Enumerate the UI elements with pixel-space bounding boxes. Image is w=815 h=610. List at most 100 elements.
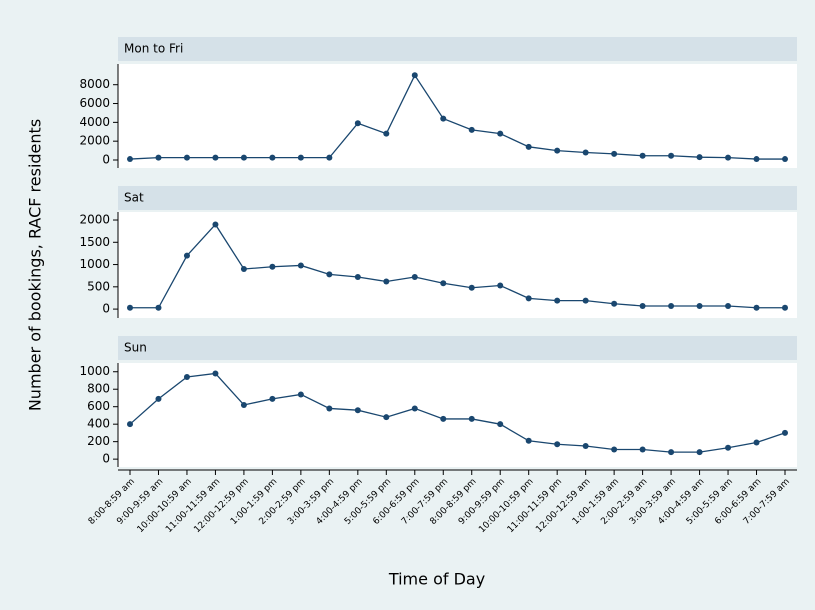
data-point [468, 284, 475, 291]
data-point [127, 421, 133, 428]
series-line [129, 73, 785, 160]
data-point [611, 446, 618, 453]
data-point [753, 304, 760, 311]
data-point [297, 154, 304, 161]
data-point [212, 154, 219, 161]
data-point [554, 297, 561, 304]
data-point [354, 120, 361, 127]
data-point [326, 405, 333, 412]
data-point [582, 443, 589, 450]
data-point [383, 130, 390, 137]
data-point [297, 391, 304, 398]
data-point [753, 439, 760, 446]
data-point [554, 441, 561, 448]
data-point [668, 152, 675, 159]
data-point [497, 282, 504, 289]
y-tick-label: 1000 [79, 257, 110, 271]
y-tick-label: 200 [87, 434, 110, 448]
panel-title: Mon to Fri [124, 42, 183, 56]
data-point [240, 401, 247, 408]
plot-area [118, 363, 797, 467]
panel-header [118, 37, 797, 61]
data-point [468, 415, 475, 422]
y-tick-label: 0 [102, 302, 110, 316]
y-tick-label: 600 [87, 399, 110, 413]
y-tick-label: 2000 [79, 134, 110, 148]
data-point [468, 126, 475, 133]
y-axis-title: Number of bookings, RACF residents [26, 119, 45, 411]
data-point [525, 437, 532, 444]
data-point [269, 395, 276, 402]
data-point [639, 152, 646, 159]
y-tick-label: 1500 [79, 235, 110, 249]
data-point [782, 156, 788, 163]
data-point [782, 429, 788, 436]
data-point [440, 280, 447, 287]
data-point [725, 302, 732, 309]
x-axis-title: Time of Day [388, 570, 485, 589]
y-tick-label: 400 [87, 417, 110, 431]
data-point [582, 149, 589, 156]
data-point [127, 304, 133, 311]
data-point [212, 221, 219, 228]
y-tick-label: 0 [102, 153, 110, 167]
data-point [183, 154, 190, 161]
data-point [269, 154, 276, 161]
data-point [696, 449, 703, 456]
panel-header [118, 336, 797, 360]
data-point [326, 154, 333, 161]
data-point [440, 415, 447, 422]
data-point [155, 154, 162, 161]
y-tick-label: 800 [87, 382, 110, 396]
panel-title: Sun [124, 341, 147, 355]
y-tick-label: 500 [87, 279, 110, 293]
data-point [183, 373, 190, 380]
data-point [354, 407, 361, 414]
data-point [639, 446, 646, 453]
data-point [497, 421, 504, 428]
y-tick-label: 8000 [79, 77, 110, 91]
data-point [582, 297, 589, 304]
data-point [240, 266, 247, 273]
data-point [127, 156, 133, 163]
y-tick-label: 2000 [79, 213, 110, 227]
data-point [155, 395, 162, 402]
y-tick-label: 1000 [79, 364, 110, 378]
data-point [440, 115, 447, 122]
data-point [411, 72, 418, 79]
data-point [269, 263, 276, 270]
plot-area [118, 64, 797, 168]
plot-area [118, 212, 797, 318]
data-point [411, 405, 418, 412]
y-tick-label: 0 [102, 452, 110, 466]
data-point [753, 156, 760, 163]
panel-title: Sat [124, 191, 144, 205]
data-point [668, 449, 675, 456]
data-point [696, 154, 703, 161]
data-point [497, 130, 504, 137]
data-point [383, 278, 390, 285]
y-tick-label: 4000 [79, 115, 110, 129]
data-point [183, 252, 190, 259]
data-point [383, 414, 390, 421]
data-point [639, 302, 646, 309]
data-point [411, 274, 418, 281]
series-line [130, 223, 785, 309]
data-point [525, 295, 532, 302]
data-point [725, 154, 732, 161]
data-point [554, 147, 561, 154]
y-tick-label: 6000 [79, 96, 110, 110]
panel-header [118, 186, 797, 210]
data-point [525, 143, 532, 150]
data-point [668, 302, 675, 309]
data-point [240, 154, 247, 161]
data-point [696, 302, 703, 309]
data-point [782, 304, 788, 311]
data-point [326, 271, 333, 278]
data-point [611, 150, 618, 157]
data-point [155, 304, 162, 311]
data-point [297, 262, 304, 269]
data-point [611, 300, 618, 307]
data-point [212, 370, 219, 377]
